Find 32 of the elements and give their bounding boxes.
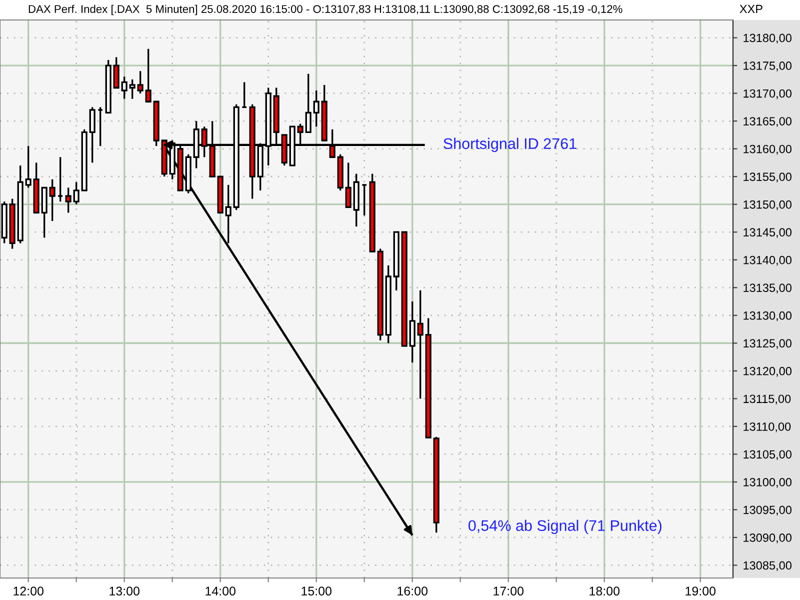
y-tick-label: 13150,00 [744, 200, 792, 210]
y-tick-label: 13170,00 [744, 89, 792, 100]
y-tick-label: 13105,00 [744, 450, 792, 460]
x-tick-label: 12:00 [14, 586, 44, 596]
x-tick-label: 15:00 [302, 586, 332, 596]
x-tick-label: 14:00 [206, 586, 236, 596]
y-tick-label: 13140,00 [744, 256, 792, 266]
y-tick-label: 13155,00 [744, 172, 792, 182]
y-tick-label: 13100,00 [744, 478, 792, 488]
series-label: Shortsignal ID 2761 [444, 138, 576, 152]
y-tick-label: 13125,00 [744, 339, 792, 349]
text: 0,54% ab Signal (71 Punkte) [468, 520, 662, 534]
y-tick-label: 13175,00 [744, 62, 792, 72]
y-tick-label: 13120,00 [744, 366, 792, 377]
x-tick-label: 17:00 [494, 586, 524, 596]
x-tick-label: 19:00 [686, 586, 716, 596]
chart-title: DAX Perf. Index [.DAX 5 Minuten] 25.08.2020 16:15:00 - O:13107,83 H:13108,11 L:13090,88 C:13092,68 -15,19 -0,12% [28, 4, 622, 16]
y-tick-label: 13135,00 [744, 284, 792, 294]
x-tick-label: 18:00 [590, 586, 620, 596]
y-tick-label: 13165,00 [744, 117, 792, 127]
y-tick-label: 13180,00 [744, 34, 792, 44]
x-tick-label: 13:00 [110, 586, 140, 596]
y-tick-label: 13115,00 [744, 394, 791, 404]
y-tick-label: 13085,00 [744, 561, 792, 572]
y-tick-label: 13160,00 [744, 144, 792, 155]
y-tick-label: 13145,00 [744, 228, 792, 238]
text: XXP [740, 4, 762, 14]
y-tick-label: 13110,00 [744, 422, 791, 432]
y-tick-label: 13130,00 [744, 311, 792, 322]
y-tick-label: 13090,00 [744, 534, 792, 544]
y-tick-label: 13095,00 [744, 506, 792, 516]
x-tick-label: 16:00 [398, 586, 428, 596]
